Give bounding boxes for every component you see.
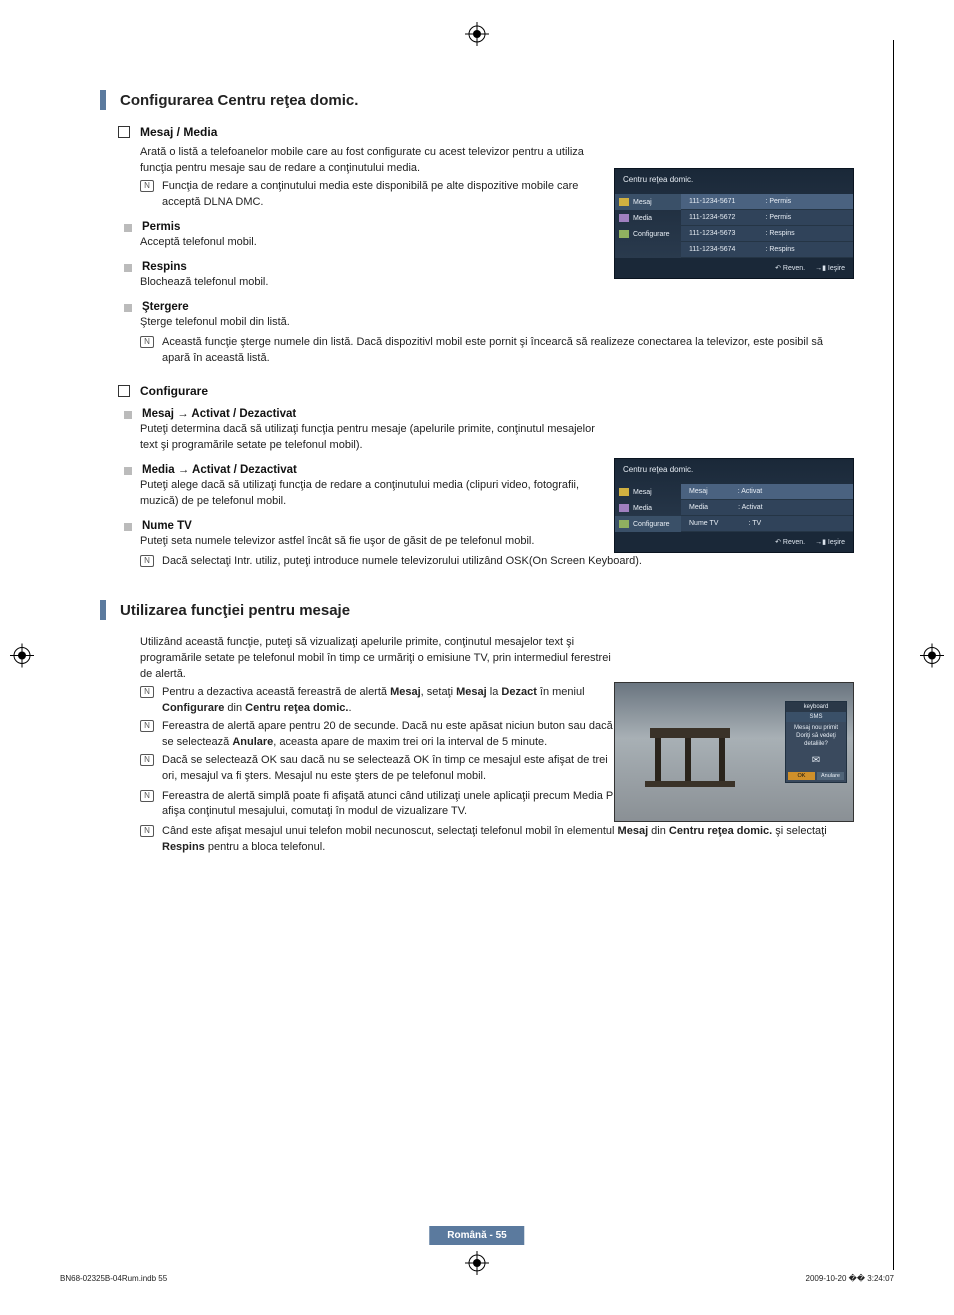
screenshot-panel-1: Centru reţea domic. Mesaj Media Configur… bbox=[614, 168, 854, 279]
registration-mark-right bbox=[920, 643, 944, 672]
note-dlna: N Funcţia de redare a conţinutului media… bbox=[140, 179, 614, 211]
para-utilizarea: Utilizând această funcţie, puteţi să viz… bbox=[140, 635, 614, 683]
panel2-row: Nume TV: TV bbox=[681, 516, 853, 532]
panel1-row: 111-1234-5674: Respins bbox=[681, 242, 853, 258]
note-icon: N bbox=[140, 180, 154, 192]
pavilion-icon bbox=[635, 723, 745, 793]
item-config-mesaj: Mesaj → Activat / Dezactivat bbox=[124, 408, 874, 420]
note-20sec: N Fereastra de alertă apare pentru 20 de… bbox=[140, 719, 614, 751]
note-icon: N bbox=[140, 336, 154, 348]
panel1-side-media: Media bbox=[615, 210, 681, 226]
sms-alert-box: keyboard SMS Mesaj nou primit Doriţi să … bbox=[785, 701, 847, 783]
crop-line-right bbox=[893, 40, 894, 1270]
para-mesaj-media: Arată o listă a telefoanelor mobile care… bbox=[140, 145, 614, 177]
panel1-side-mesaj: Mesaj bbox=[615, 194, 681, 210]
panel2-row: Media: Activat bbox=[681, 500, 853, 516]
panel2-row: Mesaj: Activat bbox=[681, 484, 853, 500]
panel2-title: Centru reţea domic. bbox=[615, 459, 853, 484]
footer-filename: BN68-02325B-04Rum.indb 55 bbox=[60, 1274, 167, 1283]
note-icon: N bbox=[140, 686, 154, 698]
alert-ok-button: OK bbox=[788, 772, 815, 780]
subheading-mesaj-media: Mesaj / Media bbox=[118, 125, 874, 139]
note-ok: N Dacă se selectează OK sau dacă nu se s… bbox=[140, 753, 614, 785]
para-stergere: Şterge telefonul mobil din listă. bbox=[140, 315, 854, 331]
section-title-text: Utilizarea funcţiei pentru mesaje bbox=[120, 602, 350, 619]
note-icon: N bbox=[140, 754, 154, 766]
para-respins: Blochează telefonul mobil. bbox=[140, 275, 614, 291]
panel2-side-mesaj: Mesaj bbox=[615, 484, 681, 500]
registration-mark-bottom bbox=[465, 1251, 489, 1275]
panel2-side-media: Media bbox=[615, 500, 681, 516]
note-icon: N bbox=[140, 720, 154, 732]
section-title-utilizarea: Utilizarea funcţiei pentru mesaje bbox=[100, 600, 874, 620]
para-config-mesaj: Puteţi determina dacă să utilizaţi funcţ… bbox=[140, 422, 614, 454]
subheading-configurare: Configurare bbox=[118, 384, 874, 398]
note-necunoscut: N Când este afişat mesajul unui telefon … bbox=[140, 824, 854, 856]
panel1-row: 111-1234-5673: Respins bbox=[681, 226, 853, 242]
page-number: Română - 55 bbox=[429, 1226, 524, 1245]
panel1-footer: ↶ Reven.→▮ Ieşire bbox=[615, 258, 853, 278]
panel2-footer: ↶ Reven.→▮ Ieşire bbox=[615, 532, 853, 552]
panel1-title: Centru reţea domic. bbox=[615, 169, 853, 194]
section-title-config: Configurarea Centru reţea domic. bbox=[100, 90, 874, 110]
panel1-row: 111-1234-5671: Permis bbox=[681, 194, 853, 210]
panel1-row: 111-1234-5672: Permis bbox=[681, 210, 853, 226]
envelope-icon: ✉ bbox=[786, 751, 846, 770]
item-stergere: Ştergere bbox=[124, 301, 874, 313]
para-permis: Acceptă telefonul mobil. bbox=[140, 235, 614, 251]
panel2-side-config: Configurare bbox=[615, 516, 681, 532]
note-stergere: N Această funcţie şterge numele din list… bbox=[140, 335, 854, 367]
panel1-side-config: Configurare bbox=[615, 226, 681, 242]
section-title-text: Configurarea Centru reţea domic. bbox=[120, 92, 358, 109]
note-icon: N bbox=[140, 825, 154, 837]
screenshot-panel-2: Centru reţea domic. Mesaj Media Configur… bbox=[614, 458, 854, 553]
note-icon: N bbox=[140, 555, 154, 567]
alert-cancel-button: Anulare bbox=[817, 772, 844, 780]
para-config-media: Puteţi alege dacă să utilizaţi funcţia d… bbox=[140, 478, 614, 510]
note-icon: N bbox=[140, 790, 154, 802]
tv-alert-screenshot: keyboard SMS Mesaj nou primit Doriţi să … bbox=[614, 682, 854, 822]
registration-mark-left bbox=[10, 643, 34, 672]
registration-mark-top bbox=[465, 22, 489, 46]
footer-timestamp: 2009-10-20 �� 3:24:07 bbox=[806, 1274, 894, 1283]
note-dezact: N Pentru a dezactiva această fereastră d… bbox=[140, 685, 614, 717]
note-numetv: N Dacă selectaţi Intr. utiliz, puteţi in… bbox=[140, 554, 854, 570]
